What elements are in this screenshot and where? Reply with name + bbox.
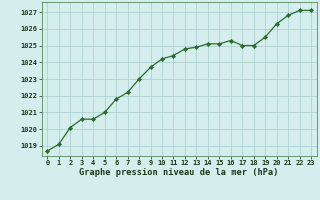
X-axis label: Graphe pression niveau de la mer (hPa): Graphe pression niveau de la mer (hPa) [79, 168, 279, 177]
